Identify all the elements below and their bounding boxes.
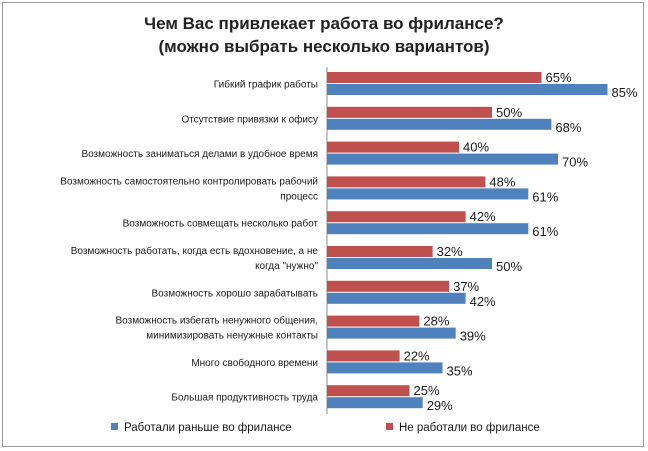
value-label-not-freelanced-4: 48% [489, 174, 515, 189]
value-label-not-freelanced-5: 42% [470, 209, 496, 224]
category-label-9: Много свободного времени [191, 357, 318, 369]
bar-not-freelanced-7 [327, 280, 450, 292]
value-label-not-freelanced-10: 25% [414, 383, 440, 398]
bar-not-freelanced-5 [327, 211, 466, 223]
value-label-not-freelanced-6: 32% [437, 244, 463, 259]
bar-freelanced-before-7 [327, 292, 466, 304]
value-label-not-freelanced-1: 65% [546, 70, 572, 85]
value-label-not-freelanced-7: 37% [453, 279, 479, 294]
category-label-5: Возможность совмещать несколько работ [123, 218, 319, 230]
bar-not-freelanced-4 [327, 176, 486, 188]
chart-title-line-1: Чем Вас привлекает работа во фрилансе? [144, 14, 504, 33]
value-label-freelanced-before-9: 35% [447, 363, 473, 378]
value-label-freelanced-before-1: 85% [612, 85, 638, 100]
category-label-4-line-1: Возможность самостоятельно контролироват… [60, 175, 318, 187]
bar-freelanced-before-6 [327, 258, 492, 269]
value-label-freelanced-before-8: 39% [460, 329, 486, 344]
chart-title-line-2: (можно выбрать несколько вариантов) [158, 37, 489, 56]
legend-label-freelanced-before: Работали раньше во фрилансе [124, 422, 292, 434]
bar-not-freelanced-2 [327, 106, 492, 118]
bar-not-freelanced-1 [327, 72, 542, 83]
bar-freelanced-before-8 [327, 327, 456, 339]
value-label-freelanced-before-5: 61% [532, 224, 558, 239]
bar-freelanced-before-3 [327, 153, 558, 165]
value-label-not-freelanced-8: 28% [423, 314, 449, 329]
bar-freelanced-before-4 [327, 188, 529, 200]
value-label-freelanced-before-6: 50% [496, 259, 522, 274]
legend-swatch-freelanced-before [111, 423, 118, 430]
bar-freelanced-before-9 [327, 362, 443, 374]
category-label-2: Отсутствие привязки к офису [181, 113, 318, 125]
category-label-8-line-2: минимизировать ненужные контакты [146, 331, 318, 342]
value-label-freelanced-before-10: 29% [427, 398, 453, 413]
bar-not-freelanced-3 [327, 141, 459, 153]
legend-swatch-not-freelanced [386, 423, 393, 430]
category-label-10: Большая продуктивность труда [171, 393, 318, 404]
value-label-freelanced-before-4: 61% [532, 189, 558, 204]
category-label-4-line-2: процесс [280, 191, 318, 202]
value-label-not-freelanced-3: 40% [463, 140, 489, 155]
value-label-freelanced-before-3: 70% [562, 155, 588, 170]
category-label-1: Гибкий график работы [214, 79, 318, 91]
bar-freelanced-before-1 [327, 84, 608, 95]
value-label-freelanced-before-7: 42% [470, 294, 496, 309]
value-label-not-freelanced-9: 22% [404, 348, 430, 363]
category-label-3: Возможность заниматься делами в удобное … [81, 148, 318, 160]
category-label-8-line-1: Возможность избегать ненужного общения, [116, 315, 318, 327]
bar-not-freelanced-9 [327, 350, 400, 362]
bar-not-freelanced-6 [327, 246, 433, 257]
bar-not-freelanced-8 [327, 315, 420, 327]
legend-label-not-freelanced: Не работали во фрилансе [399, 422, 540, 434]
bar-not-freelanced-10 [327, 385, 410, 397]
value-label-not-freelanced-2: 50% [496, 105, 522, 120]
bar-freelanced-before-5 [327, 223, 529, 235]
category-label-6-line-2: когда "нужно" [255, 261, 318, 272]
bar-freelanced-before-10 [327, 397, 423, 409]
category-label-6-line-1: Возможность работать, когда есть вдохнов… [71, 245, 319, 257]
category-label-7: Возможность хорошо зарабатывать [151, 287, 318, 299]
bar-freelanced-before-2 [327, 118, 552, 130]
value-label-freelanced-before-2: 68% [555, 120, 581, 135]
